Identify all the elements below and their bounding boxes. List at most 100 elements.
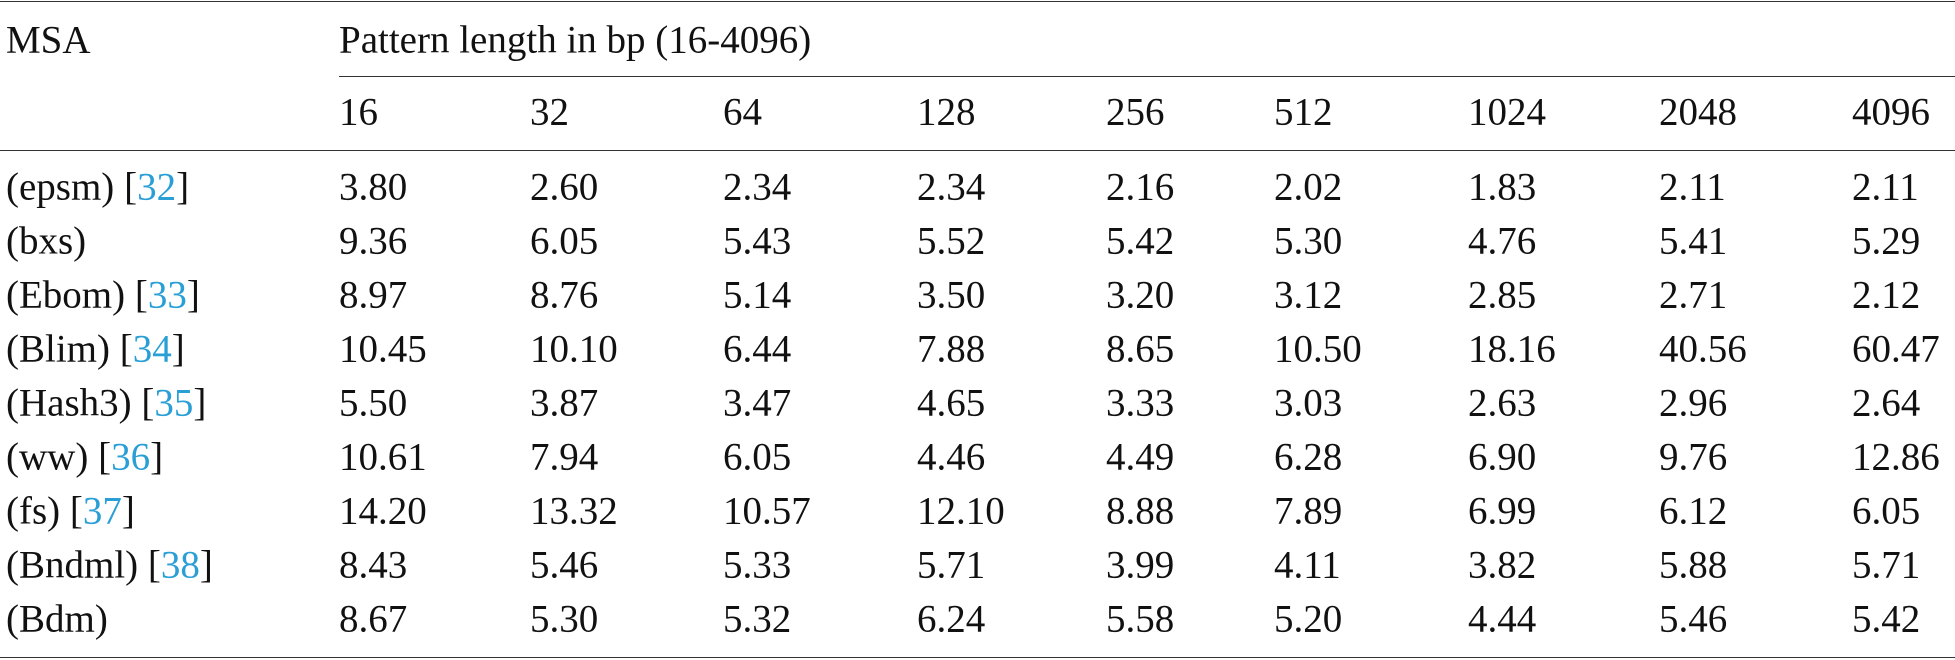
table-cell: 8.88 [1106,489,1175,533]
citation-bracket: ] [193,381,207,425]
column-header: 128 [917,90,976,134]
row-label: (Ebom) [33] [6,276,200,315]
table-cell: 6.05 [723,435,792,479]
table-cell: 6.44 [723,327,792,371]
table-cell: 5.46 [1659,597,1728,641]
citation-bracket: ] [150,435,164,479]
table-cell: 2.16 [1106,165,1175,209]
column-header: 16 [339,90,378,134]
table-cell: 3.80 [339,165,408,209]
table-cell: 8.76 [530,273,599,317]
table-cell: 6.05 [530,219,599,263]
table-cell: 5.20 [1274,597,1343,641]
table-cell: 9.36 [339,219,408,263]
table-cell: 13.32 [530,489,618,533]
table-cell: 40.56 [1659,327,1747,371]
table-cell: 10.50 [1274,327,1362,371]
table-cell: 18.16 [1468,327,1556,371]
table-cell: 10.45 [339,327,427,371]
header-rule [0,150,1955,151]
table-cell: 5.29 [1852,219,1921,263]
row-label: (Bdm) [6,600,108,639]
column-header: 32 [530,90,569,134]
table-cell: 5.71 [1852,543,1921,587]
citation-ref: 32 [137,165,177,209]
table-cell: 2.60 [530,165,599,209]
table-cell: 2.12 [1852,273,1921,317]
table-cell: 14.20 [339,489,427,533]
table-cell: 5.88 [1659,543,1728,587]
table-cell: 5.43 [723,219,792,263]
column-header: 4096 [1852,90,1930,134]
method-name: (Hash3) [6,381,132,425]
table-cell: 5.41 [1659,219,1728,263]
row-label: (ww) [36] [6,438,163,477]
table-cell: 2.64 [1852,381,1921,425]
table-cell: 2.02 [1274,165,1343,209]
table-cell: 4.49 [1106,435,1175,479]
table-cell: 3.87 [530,381,599,425]
table-cell: 1.83 [1468,165,1537,209]
citation-bracket: ] [171,327,185,371]
table-cell: 3.47 [723,381,792,425]
row-label: (Bndml) [38] [6,546,213,585]
table-cell: 4.44 [1468,597,1537,641]
table-cell: 5.30 [530,597,599,641]
table-cell: 10.61 [339,435,427,479]
table-cell: 8.43 [339,543,408,587]
citation-ref: 35 [154,381,194,425]
citation-ref: 34 [132,327,172,371]
table-cell: 3.82 [1468,543,1537,587]
table-cell: 12.86 [1852,435,1940,479]
table-cell: 5.50 [339,381,408,425]
citation-bracket: [ [119,327,133,371]
table-cell: 7.89 [1274,489,1343,533]
citation-bracket: ] [121,489,135,533]
citation-bracket: [ [69,489,83,533]
row-label: (epsm) [32] [6,168,189,207]
citation-ref: 33 [147,273,187,317]
top-rule [0,1,1955,2]
table-cell: 6.05 [1852,489,1921,533]
table-cell: 7.94 [530,435,599,479]
table-cell: 9.76 [1659,435,1728,479]
row-label: (Hash3) [35] [6,384,206,423]
table-cell: 7.88 [917,327,986,371]
table-cell: 2.34 [723,165,792,209]
row-label: (bxs) [6,222,86,261]
group-header: Pattern length in bp (16-4096) [339,18,812,62]
citation-bracket: ] [176,165,190,209]
table-cell: 3.33 [1106,381,1175,425]
method-name: (fs) [6,489,61,533]
row-label: (Blim) [34] [6,330,185,369]
citation-bracket: [ [141,381,155,425]
citation-bracket: [ [98,435,112,479]
table-cell: 60.47 [1852,327,1940,371]
table-cell: 8.65 [1106,327,1175,371]
table-cell: 4.76 [1468,219,1537,263]
table-cell: 4.46 [917,435,986,479]
table-cell: 5.32 [723,597,792,641]
table-cell: 3.03 [1274,381,1343,425]
column-header: 256 [1106,90,1165,134]
method-name: (Bndml) [6,543,139,587]
column-header: 2048 [1659,90,1737,134]
table-cell: 6.90 [1468,435,1537,479]
table-cell: 5.14 [723,273,792,317]
table-cell: 5.42 [1106,219,1175,263]
table-cell: 5.33 [723,543,792,587]
citation-bracket: ] [199,543,213,587]
corner-header: MSA [6,18,91,62]
table-cell: 2.71 [1659,273,1728,317]
table-cell: 6.12 [1659,489,1728,533]
citation-bracket: ] [186,273,200,317]
citation-ref: 36 [111,435,151,479]
method-name: (Bdm) [6,597,108,641]
method-name: (epsm) [6,165,115,209]
table-cell: 8.97 [339,273,408,317]
table-cell: 5.30 [1274,219,1343,263]
row-label: (fs) [37] [6,492,135,531]
table-cell: 6.24 [917,597,986,641]
column-header: 64 [723,90,762,134]
